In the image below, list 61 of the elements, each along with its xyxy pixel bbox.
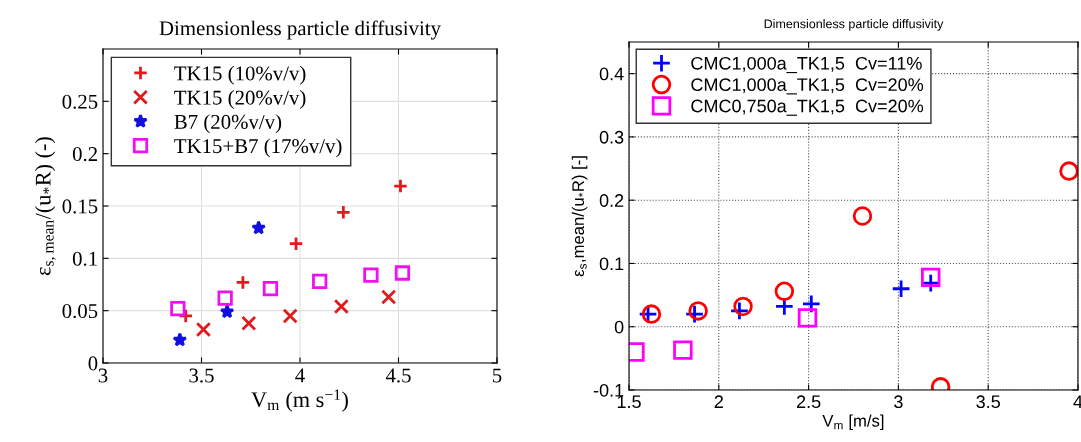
legend-label: CMC0,750a_TK1,5 Cv=20% — [691, 99, 924, 116]
point — [282, 308, 298, 324]
x-tick-label: 3 — [894, 395, 903, 409]
x-tick-label: 3 — [98, 368, 108, 383]
y-tick-label: 0.1 — [72, 251, 97, 266]
point — [172, 332, 188, 347]
y-tick-label: 0.2 — [599, 194, 624, 207]
point — [288, 236, 304, 252]
point — [733, 296, 753, 317]
y-tick-label: 0.15 — [62, 199, 98, 214]
y-tick-label: -0.1 — [593, 383, 624, 397]
point — [392, 178, 409, 194]
point — [195, 321, 212, 338]
point — [394, 265, 411, 281]
y-tick-label: 0.05 — [62, 304, 98, 319]
point — [335, 204, 351, 220]
point — [363, 267, 379, 283]
x-tick-label: 4.5 — [385, 368, 411, 383]
x-tick-label: 4 — [295, 368, 305, 383]
point — [241, 315, 257, 331]
point — [333, 298, 350, 315]
x-tick-label: 5 — [493, 368, 502, 383]
point — [673, 340, 693, 360]
x-tick-label: 2.5 — [796, 395, 821, 409]
y-tick-label: 0 — [614, 320, 624, 334]
x-tick-label: 3.5 — [189, 368, 214, 383]
y-tick-label: 0.1 — [599, 257, 624, 271]
x-axis-title: V$_{m}$ [m/s] — [822, 414, 884, 431]
point — [381, 289, 397, 305]
x-tick-label: 1.5 — [617, 395, 641, 409]
point — [235, 274, 251, 291]
point — [891, 279, 911, 299]
point — [797, 308, 818, 328]
x-axis-title: V$_{m}$ (m s$^{−1}$) — [251, 389, 348, 412]
legend-label: TK15 (20%v/v) — [174, 90, 306, 109]
legend-label: CMC1,000a_TK1,5 Cv=11% — [691, 56, 922, 74]
point — [262, 281, 279, 297]
point — [774, 281, 795, 302]
x-tick-label: 3.5 — [976, 395, 1000, 409]
chart-title: Dimensionless particle diffusivity — [764, 19, 944, 31]
y-tick-label: 0.4 — [599, 67, 624, 81]
y-tick-label: 0 — [88, 356, 98, 371]
legend-label: TK15+B7 (17%v/v) — [174, 138, 342, 158]
legend-label: B7 (20%v/v) — [174, 114, 282, 134]
legend-label: TK15 (10%v/v) — [174, 65, 306, 85]
point — [251, 220, 266, 235]
point — [312, 273, 328, 289]
point — [852, 206, 873, 226]
point — [1059, 161, 1078, 181]
point — [217, 290, 233, 306]
x-tick-label: 2 — [714, 395, 723, 408]
y-axis-title: ε$_{s}$,mean/(u$_{*}$R) [-] — [571, 156, 588, 277]
y-axis-title: ε$_{s,mean}$/(u$_{*}$R) (-) — [35, 137, 56, 276]
chart-title: Dimensionless particle diffusivity — [159, 20, 441, 40]
point — [170, 300, 186, 317]
point — [921, 267, 941, 288]
y-tick-label: 0.2 — [72, 147, 97, 162]
y-tick-label: 0.3 — [599, 130, 624, 144]
legend-label: CMC1,000a_TK1,5 Cv=20% — [691, 78, 924, 95]
y-tick-label: 0.25 — [62, 94, 98, 109]
point — [219, 304, 235, 319]
